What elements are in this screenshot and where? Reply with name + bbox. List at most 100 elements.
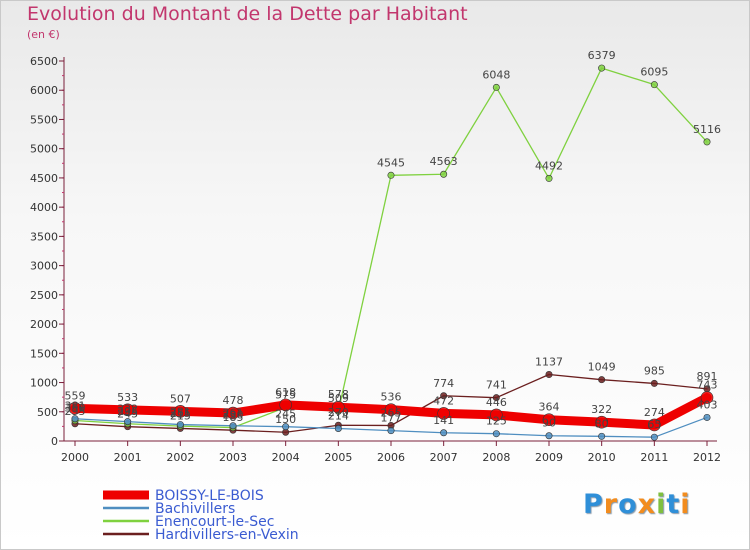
series-layer	[68, 64, 714, 441]
data-label: 381	[65, 400, 86, 413]
data-point	[598, 64, 606, 72]
x-tick-label: 2005	[324, 451, 352, 464]
y-tick-label: 5500	[30, 113, 58, 126]
data-point	[703, 138, 711, 146]
data-point	[387, 427, 395, 435]
data-label: 295	[65, 405, 86, 418]
data-point	[121, 403, 134, 417]
data-point	[492, 430, 500, 438]
data-point	[542, 413, 556, 427]
data-point	[282, 423, 290, 431]
chart-title: Evolution du Montant de la Dette par Hab…	[27, 3, 468, 25]
data-label: 65	[647, 418, 661, 431]
data-label: 274	[644, 406, 665, 419]
data-point	[332, 400, 345, 414]
data-point	[229, 422, 237, 430]
data-point	[492, 83, 500, 91]
y-tick-label: 2000	[30, 318, 58, 331]
data-label: 509	[328, 392, 349, 405]
x-tick-label: 2011	[640, 451, 668, 464]
legend-label: BOISSY-LE-BOIS	[155, 488, 264, 504]
data-label: 6048	[482, 68, 510, 81]
y-axis: 0 500 1000 1500 2000 2500 3000 3500 4000 4500 5000…	[30, 55, 65, 448]
y-tick-label: 4000	[30, 201, 58, 214]
data-label: 536	[381, 391, 402, 404]
data-point	[176, 421, 184, 429]
logo-letter: i	[656, 489, 667, 520]
data-label: 4545	[377, 156, 405, 169]
data-point	[437, 407, 450, 420]
data-label: 743	[697, 379, 718, 392]
data-label: 891	[697, 370, 718, 383]
data-label: 261	[223, 407, 244, 420]
data-label: 403	[697, 398, 718, 411]
x-axis: 2000 2001 2002 2003 2004 2005 2006 2007 2008 2009…	[61, 440, 721, 464]
legend: BOISSY-LE-BOISBachivillersEnencourt-le-S…	[103, 488, 299, 543]
series-bachivillers	[71, 413, 711, 441]
data-label: 5116	[693, 123, 721, 136]
data-point	[650, 379, 658, 387]
data-label: 265	[381, 407, 402, 420]
data-label: 575	[275, 388, 296, 401]
data-label: 150	[275, 413, 296, 426]
x-tick-label: 2006	[377, 451, 405, 464]
x-tick-label: 2008	[482, 451, 510, 464]
data-point	[700, 391, 714, 404]
proxiti-logo: Proxiti	[583, 489, 691, 520]
y-tick-label: 6000	[30, 84, 58, 97]
data-label: 90	[542, 417, 556, 430]
data-point	[595, 415, 608, 429]
logo-letter: o	[618, 489, 638, 520]
data-label: 4563	[430, 155, 458, 168]
data-label: 364	[539, 401, 560, 414]
data-label: 332	[117, 403, 138, 416]
data-point	[174, 405, 187, 418]
data-point	[492, 394, 500, 402]
y-tick-label: 0	[51, 435, 58, 448]
data-label: 774	[433, 377, 454, 390]
data-label: 472	[433, 394, 454, 407]
x-tick-label: 2002	[166, 451, 194, 464]
x-tick-label: 2001	[114, 451, 142, 464]
chart-subtitle: (en €)	[27, 28, 60, 41]
data-point	[598, 376, 606, 384]
data-label-layer: 5593813502955333322952455072812552154782…	[65, 49, 722, 431]
x-tick-label: 2000	[61, 451, 89, 464]
data-label: 618	[275, 386, 296, 399]
data-label: 295	[117, 405, 138, 418]
data-label: 741	[486, 379, 507, 392]
data-label: 559	[65, 389, 86, 402]
data-point	[124, 418, 132, 426]
data-label: 446	[486, 396, 507, 409]
logo-letter: i	[680, 489, 691, 520]
data-label: 478	[223, 394, 244, 407]
y-tick-label: 5000	[30, 143, 58, 156]
data-label: 177	[381, 412, 402, 425]
y-tick-label: 1000	[30, 377, 58, 390]
y-tick-label: 1500	[30, 347, 58, 360]
logo-letter: r	[603, 489, 619, 520]
legend-label: Hardivillers-en-Vexin	[155, 527, 299, 543]
data-point	[598, 432, 606, 440]
data-label: 1049	[588, 361, 616, 374]
legend-label: Enencourt-le-Sec	[155, 514, 274, 530]
y-tick-label: 3000	[30, 260, 58, 273]
legend-label: Bachivillers	[155, 501, 235, 517]
data-label: 141	[433, 414, 454, 427]
data-label: 270	[328, 406, 349, 419]
data-label: 1137	[535, 356, 563, 369]
x-tick-label: 2010	[588, 451, 616, 464]
data-point	[648, 418, 661, 432]
y-tick-label: 500	[37, 406, 58, 419]
y-tick-label: 3500	[30, 230, 58, 243]
data-label: 215	[170, 409, 191, 422]
x-tick-label: 2003	[219, 451, 247, 464]
data-label: 245	[117, 408, 138, 421]
data-point	[71, 415, 79, 423]
data-label: 985	[644, 364, 665, 377]
data-label: 214	[328, 409, 349, 422]
series-enencourt-le-sec	[71, 64, 711, 432]
x-tick-label: 2004	[272, 451, 300, 464]
data-label: 255	[170, 407, 191, 420]
